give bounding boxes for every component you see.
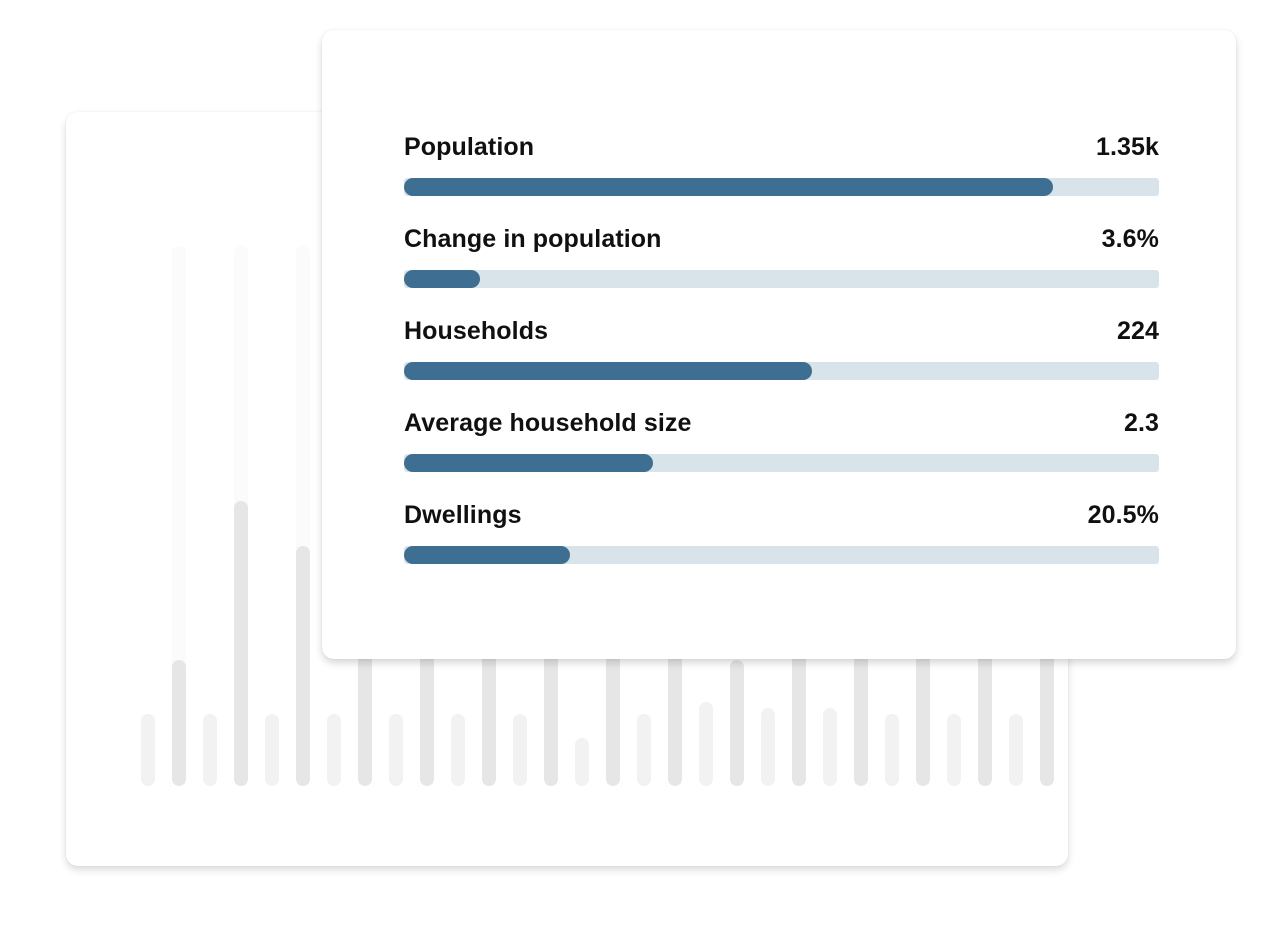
background-column — [1040, 642, 1054, 786]
background-column — [265, 714, 279, 786]
background-column-chart — [141, 246, 1054, 786]
metric-row: Average household size 2.3 — [404, 408, 1159, 500]
background-column — [823, 708, 837, 786]
background-column — [606, 642, 620, 786]
background-column — [637, 714, 651, 786]
background-column — [203, 714, 217, 786]
metric-bar-track — [404, 362, 1159, 380]
background-column — [761, 708, 775, 786]
metric-value: 224 — [1116, 316, 1159, 345]
metric-bar-fill — [404, 454, 653, 472]
metrics-card: Population 1.35k Change in population 3.6% H… — [322, 30, 1236, 659]
background-column — [420, 633, 434, 786]
metric-bar-track — [404, 546, 1159, 564]
background-column — [296, 546, 310, 786]
background-column — [916, 639, 930, 786]
background-column — [699, 702, 713, 786]
metrics-list: Population 1.35k Change in population 3.6% H… — [404, 132, 1159, 592]
metric-row: Population 1.35k — [404, 132, 1159, 224]
metric-bar-fill — [404, 546, 570, 564]
background-column — [234, 501, 248, 786]
background-column — [172, 660, 186, 786]
background-column — [885, 714, 899, 786]
metric-header: Change in population 3.6% — [404, 224, 1159, 254]
background-column — [389, 714, 403, 786]
background-column — [978, 636, 992, 786]
metric-label: Population — [404, 132, 535, 161]
metric-header: Population 1.35k — [404, 132, 1159, 162]
metric-bar-track — [404, 454, 1159, 472]
metric-label: Change in population — [404, 224, 662, 253]
background-column — [327, 714, 341, 786]
background-column — [544, 654, 558, 786]
metric-row: Dwellings 20.5% — [404, 500, 1159, 592]
metric-label: Households — [404, 316, 549, 345]
metric-row: Households 224 — [404, 316, 1159, 408]
background-column — [668, 648, 682, 786]
metric-header: Dwellings 20.5% — [404, 500, 1159, 530]
metric-value: 20.5% — [1087, 500, 1159, 529]
metric-value: 1.35k — [1095, 132, 1159, 161]
metric-bar-fill — [404, 178, 1053, 196]
background-column — [141, 714, 155, 786]
background-column — [451, 714, 465, 786]
background-column — [792, 648, 806, 786]
metric-label: Average household size — [404, 408, 692, 437]
metric-header: Average household size 2.3 — [404, 408, 1159, 438]
metric-bar-track — [404, 270, 1159, 288]
background-column — [482, 618, 496, 786]
metric-value: 2.3 — [1123, 408, 1159, 437]
metric-header: Households 224 — [404, 316, 1159, 346]
metric-row: Change in population 3.6% — [404, 224, 1159, 316]
background-column — [854, 630, 868, 786]
background-column — [947, 714, 961, 786]
metric-label: Dwellings — [404, 500, 522, 529]
metric-value: 3.6% — [1101, 224, 1159, 253]
background-column — [1009, 714, 1023, 786]
background-column — [575, 738, 589, 786]
metric-bar-track — [404, 178, 1159, 196]
metric-bar-fill — [404, 270, 480, 288]
background-column — [730, 660, 744, 786]
metric-bar-fill — [404, 362, 812, 380]
background-column-ghost — [172, 246, 186, 786]
background-column — [513, 714, 527, 786]
